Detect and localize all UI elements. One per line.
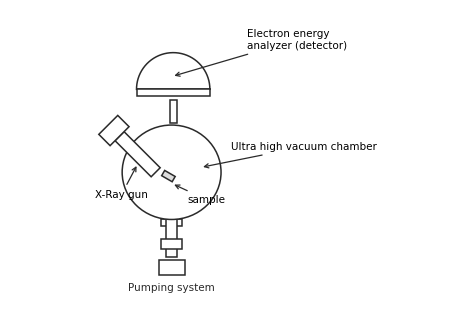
- Text: Pumping system: Pumping system: [128, 283, 215, 293]
- Text: sample: sample: [175, 185, 226, 204]
- Bar: [137, 89, 210, 96]
- Text: Ultra high vacuum chamber: Ultra high vacuum chamber: [204, 142, 376, 168]
- Bar: [170, 100, 177, 123]
- Bar: [158, 260, 185, 275]
- Polygon shape: [115, 132, 160, 177]
- Bar: [166, 219, 177, 257]
- Text: X-Ray gun: X-Ray gun: [95, 167, 148, 200]
- Bar: [161, 219, 182, 226]
- Ellipse shape: [122, 125, 221, 219]
- Polygon shape: [162, 170, 175, 182]
- Text: Electron energy
analyzer (detector): Electron energy analyzer (detector): [175, 29, 346, 76]
- Bar: [161, 239, 182, 249]
- Polygon shape: [99, 115, 129, 146]
